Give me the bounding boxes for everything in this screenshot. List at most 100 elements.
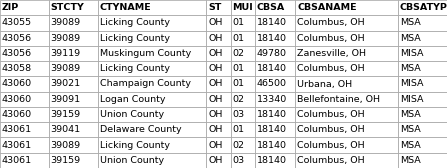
Bar — [98, 122, 206, 137]
Text: 01: 01 — [232, 125, 245, 134]
Text: 18140: 18140 — [257, 125, 287, 134]
Text: 43058: 43058 — [2, 64, 32, 73]
Text: 02: 02 — [232, 95, 245, 104]
Text: STCTY: STCTY — [51, 3, 84, 12]
Text: 43061: 43061 — [2, 141, 32, 150]
Text: Muskingum County: Muskingum County — [100, 49, 191, 58]
Bar — [295, 31, 398, 46]
Text: 03: 03 — [232, 156, 245, 165]
Bar — [295, 61, 398, 76]
Bar — [98, 46, 206, 61]
Text: Champaign County: Champaign County — [100, 79, 190, 89]
Text: 43056: 43056 — [2, 34, 32, 43]
Bar — [231, 107, 255, 122]
Text: 01: 01 — [232, 79, 245, 89]
Bar — [206, 31, 231, 46]
Bar — [206, 0, 231, 15]
Text: Bellefontaine, OH: Bellefontaine, OH — [297, 95, 380, 104]
Text: 43061: 43061 — [2, 125, 32, 134]
Bar — [295, 0, 398, 15]
Bar — [398, 46, 447, 61]
Text: 39091: 39091 — [51, 95, 81, 104]
Bar — [295, 76, 398, 92]
Text: 18140: 18140 — [257, 156, 287, 165]
Text: 43056: 43056 — [2, 49, 32, 58]
Bar — [231, 92, 255, 107]
Text: Licking County: Licking County — [100, 34, 170, 43]
Text: OH: OH — [208, 64, 223, 73]
Text: MSA: MSA — [400, 34, 421, 43]
Bar — [206, 92, 231, 107]
Text: 03: 03 — [232, 110, 245, 119]
Bar — [206, 137, 231, 153]
Text: OH: OH — [208, 34, 223, 43]
Bar — [49, 46, 98, 61]
Bar — [0, 76, 49, 92]
Bar — [98, 153, 206, 168]
Text: OH: OH — [208, 110, 223, 119]
Text: OH: OH — [208, 18, 223, 27]
Bar — [231, 153, 255, 168]
Bar — [398, 153, 447, 168]
Text: 18140: 18140 — [257, 64, 287, 73]
Text: 18140: 18140 — [257, 18, 287, 27]
Bar — [398, 31, 447, 46]
Text: OH: OH — [208, 95, 223, 104]
Text: Columbus, OH: Columbus, OH — [297, 156, 365, 165]
Text: Licking County: Licking County — [100, 64, 170, 73]
Bar — [295, 122, 398, 137]
Text: MSA: MSA — [400, 125, 421, 134]
Bar — [398, 137, 447, 153]
Text: Zanesville, OH: Zanesville, OH — [297, 49, 366, 58]
Text: Columbus, OH: Columbus, OH — [297, 64, 365, 73]
Text: Logan County: Logan County — [100, 95, 165, 104]
Bar — [398, 76, 447, 92]
Bar — [398, 61, 447, 76]
Bar — [231, 122, 255, 137]
Bar — [295, 92, 398, 107]
Text: 18140: 18140 — [257, 34, 287, 43]
Bar — [231, 76, 255, 92]
Bar — [0, 15, 49, 31]
Bar — [295, 46, 398, 61]
Bar — [255, 46, 295, 61]
Bar — [255, 107, 295, 122]
Text: Urbana, OH: Urbana, OH — [297, 79, 352, 89]
Bar — [49, 137, 98, 153]
Text: 39089: 39089 — [51, 141, 81, 150]
Bar — [206, 61, 231, 76]
Text: CBSA: CBSA — [257, 3, 285, 12]
Text: MISA: MISA — [400, 79, 423, 89]
Text: 49780: 49780 — [257, 49, 287, 58]
Bar — [98, 0, 206, 15]
Bar — [255, 31, 295, 46]
Text: 43060: 43060 — [2, 110, 32, 119]
Text: MISA: MISA — [400, 49, 423, 58]
Text: 39159: 39159 — [51, 156, 81, 165]
Bar — [231, 46, 255, 61]
Text: MSA: MSA — [400, 110, 421, 119]
Bar — [255, 92, 295, 107]
Bar — [295, 15, 398, 31]
Bar — [0, 0, 49, 15]
Text: 39089: 39089 — [51, 64, 81, 73]
Text: 01: 01 — [232, 18, 245, 27]
Text: Columbus, OH: Columbus, OH — [297, 34, 365, 43]
Bar — [398, 122, 447, 137]
Text: 39119: 39119 — [51, 49, 81, 58]
Bar — [49, 61, 98, 76]
Text: 39159: 39159 — [51, 110, 81, 119]
Bar — [398, 15, 447, 31]
Bar — [398, 0, 447, 15]
Bar — [255, 122, 295, 137]
Bar — [231, 0, 255, 15]
Bar — [231, 61, 255, 76]
Bar — [49, 153, 98, 168]
Text: 01: 01 — [232, 64, 245, 73]
Bar — [255, 0, 295, 15]
Bar — [49, 15, 98, 31]
Bar — [231, 31, 255, 46]
Text: Union County: Union County — [100, 110, 164, 119]
Text: 43055: 43055 — [2, 18, 32, 27]
Bar — [0, 46, 49, 61]
